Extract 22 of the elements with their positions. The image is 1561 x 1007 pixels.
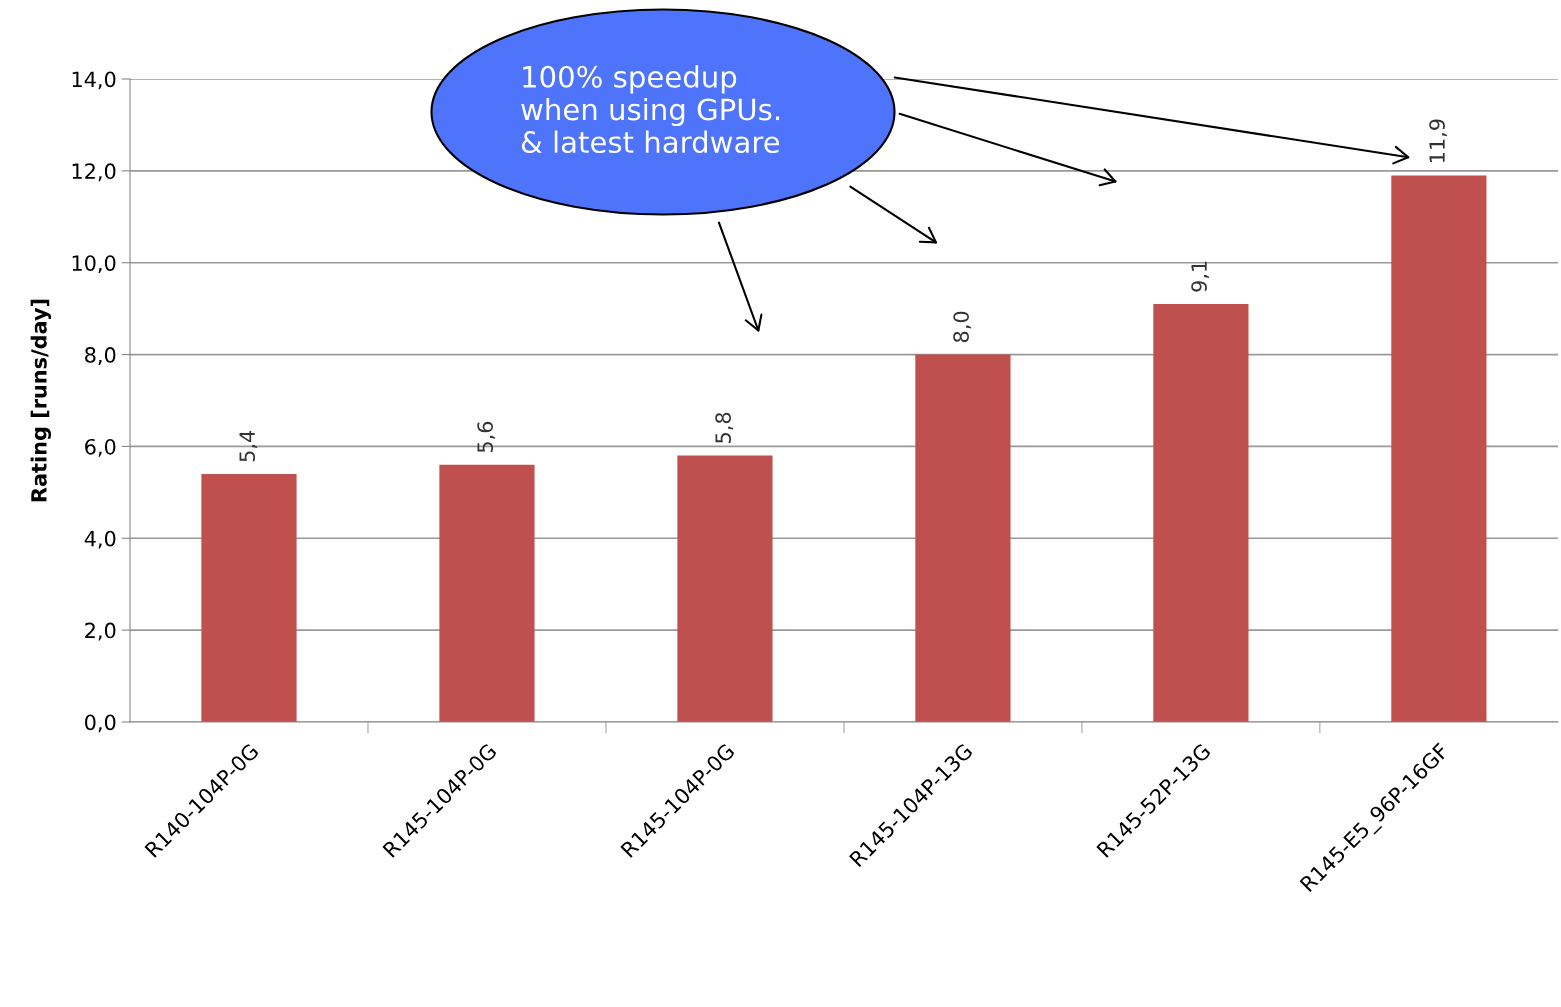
data-label: 8,0	[953, 311, 972, 343]
bar	[1391, 175, 1487, 722]
y-tick-label: 12,0	[72, 163, 116, 182]
y-tick-label: 6,0	[85, 438, 116, 457]
bar	[915, 354, 1011, 722]
y-tick-label: 4,0	[84, 530, 116, 549]
y-tick-label: 0,0	[85, 714, 116, 733]
y-tick-label: 2,0	[85, 622, 116, 641]
y-axis-title: Rating [runs/day]	[30, 299, 51, 502]
bar	[201, 473, 297, 722]
y-tick-label: 14,0	[72, 71, 116, 90]
data-label: 5,8	[715, 412, 734, 443]
data-label: 11,9	[1429, 119, 1448, 163]
data-label: 5,6	[477, 421, 496, 453]
annotation: 100% speedup when using GPUs. & latest hardware	[521, 65, 780, 154]
data-label: 9,1	[1191, 261, 1210, 292]
bar	[439, 464, 535, 722]
y-tick-label: 10,0	[72, 255, 116, 274]
y-tick-label: 8,0	[85, 347, 116, 365]
data-label: 5,4	[239, 430, 258, 462]
bar	[677, 455, 773, 722]
bar	[1153, 304, 1249, 722]
